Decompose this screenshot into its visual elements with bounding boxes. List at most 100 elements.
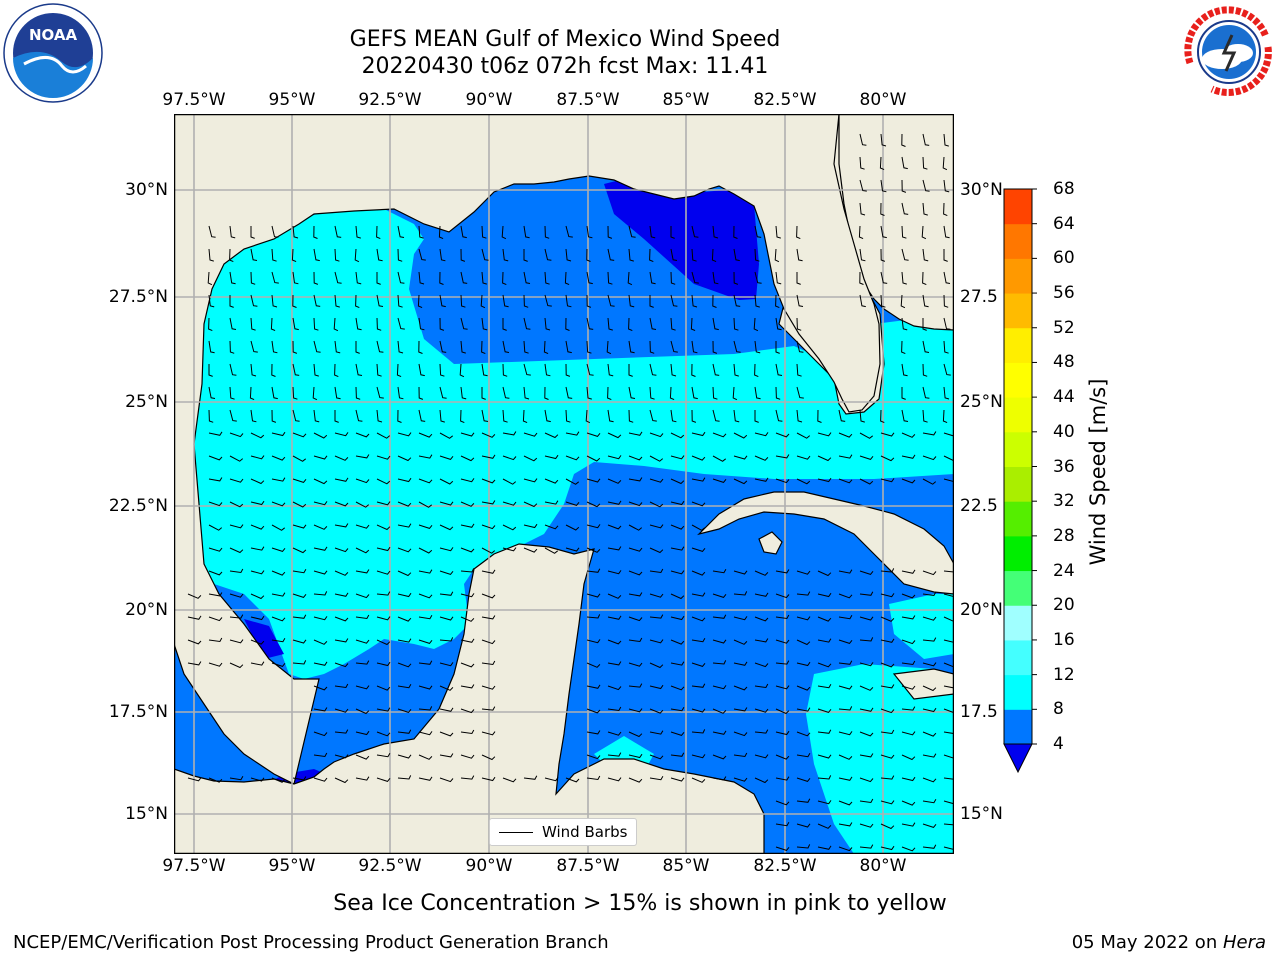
wind-barb	[208, 294, 215, 308]
wind-barb	[628, 248, 634, 262]
wind-barb	[313, 546, 328, 551]
wind-barb	[796, 386, 804, 399]
wind-barb	[796, 340, 804, 353]
wind-barb	[376, 409, 383, 423]
wind-barb	[544, 454, 559, 460]
colorbar-segment	[1004, 639, 1032, 676]
wind-barb	[502, 547, 517, 552]
wind-barb	[523, 547, 538, 553]
wind-barb	[606, 340, 612, 355]
lon-tick-bottom: 97.5°W	[162, 856, 226, 876]
wind-barb	[922, 133, 930, 146]
wind-barb	[376, 386, 384, 399]
wind-barb	[733, 294, 741, 307]
wind-barb	[712, 614, 727, 619]
wind-barb	[418, 685, 433, 690]
wind-barb	[607, 731, 622, 736]
wind-barb	[439, 591, 454, 596]
wind-barb	[796, 432, 811, 439]
lon-tick-top: 80°W	[859, 90, 907, 110]
wind-barb	[544, 363, 551, 377]
wind-barb	[922, 662, 937, 667]
wind-barb	[649, 478, 664, 483]
wind-barb	[670, 409, 677, 423]
wind-barb	[334, 683, 349, 689]
wind-barb	[880, 133, 887, 147]
wind-barb	[733, 661, 748, 666]
wind-barb	[397, 294, 403, 308]
wind-barb	[187, 593, 202, 599]
wind-barb	[628, 294, 635, 308]
wind-barb	[691, 271, 699, 284]
wind-barb	[250, 500, 265, 506]
wind-barb	[691, 777, 706, 783]
wind-barb	[754, 248, 760, 262]
wind-barb	[418, 524, 433, 529]
wind-barb	[481, 409, 489, 422]
wind-barb	[943, 616, 954, 623]
wind-barb	[355, 432, 370, 438]
colorbar-tick-label: 60	[1053, 248, 1075, 269]
wind-barb	[565, 294, 572, 308]
wind-barb	[522, 409, 528, 424]
wind-barb	[460, 478, 475, 483]
wind-barb	[859, 202, 866, 216]
wind-barb	[418, 454, 433, 459]
wind-barb	[334, 501, 349, 507]
wind-barb	[943, 570, 954, 573]
wind-barb	[859, 455, 874, 460]
footer-branch: NCEP/EMC/Verification Post Processing Pr…	[13, 932, 609, 953]
wind-barb	[712, 363, 720, 376]
wind-barb	[208, 364, 213, 377]
wind-barb	[922, 637, 937, 642]
wind-barb	[313, 478, 328, 485]
wind-barb	[817, 845, 832, 850]
wind-barb	[418, 501, 433, 508]
wind-barb	[796, 570, 811, 575]
wind-barb	[901, 731, 916, 736]
wind-barb	[775, 317, 782, 331]
wind-barb	[901, 156, 908, 170]
wind-barb	[460, 547, 475, 553]
wind-barb	[355, 614, 370, 620]
wind-barb	[691, 592, 706, 597]
wind-barb	[460, 708, 475, 714]
wind-barb	[691, 409, 697, 423]
wind-barb	[901, 706, 916, 711]
wind-barb	[733, 707, 748, 712]
wind-barb	[460, 593, 475, 598]
wind-barb	[649, 593, 664, 598]
wind-barb	[838, 569, 853, 574]
wind-barb	[943, 685, 954, 689]
colorbar-tick-label: 24	[1053, 560, 1075, 581]
wind-barb	[901, 432, 916, 438]
wind-barb	[691, 225, 699, 238]
wind-barb	[691, 363, 696, 377]
wind-barb	[355, 225, 361, 239]
wind-barb	[523, 317, 531, 330]
colorbar-segment	[1004, 501, 1032, 537]
wind-barb	[397, 501, 412, 507]
wind-barb	[250, 363, 257, 377]
wind-barb	[838, 660, 853, 665]
wind-barb	[312, 386, 318, 401]
wind-barb	[376, 225, 381, 240]
lat-tick-left: 27.5°N	[108, 287, 168, 307]
wind-barb	[460, 225, 467, 239]
wind-barb	[460, 684, 475, 689]
wind-barb	[313, 685, 328, 691]
wind-barb	[586, 294, 592, 308]
wind-barb	[544, 225, 550, 239]
wind-barb	[922, 478, 937, 485]
wind-barb	[607, 294, 615, 307]
wind-barb	[334, 616, 349, 622]
wind-barb	[922, 823, 937, 828]
wind-barb	[733, 225, 738, 239]
wind-barb	[859, 798, 874, 804]
wind-barb	[775, 754, 790, 760]
wind-barb	[880, 708, 895, 714]
wind-barb	[480, 294, 486, 309]
wind-barb	[313, 294, 321, 307]
wind-barb	[313, 707, 328, 712]
wind-barb	[376, 455, 391, 460]
